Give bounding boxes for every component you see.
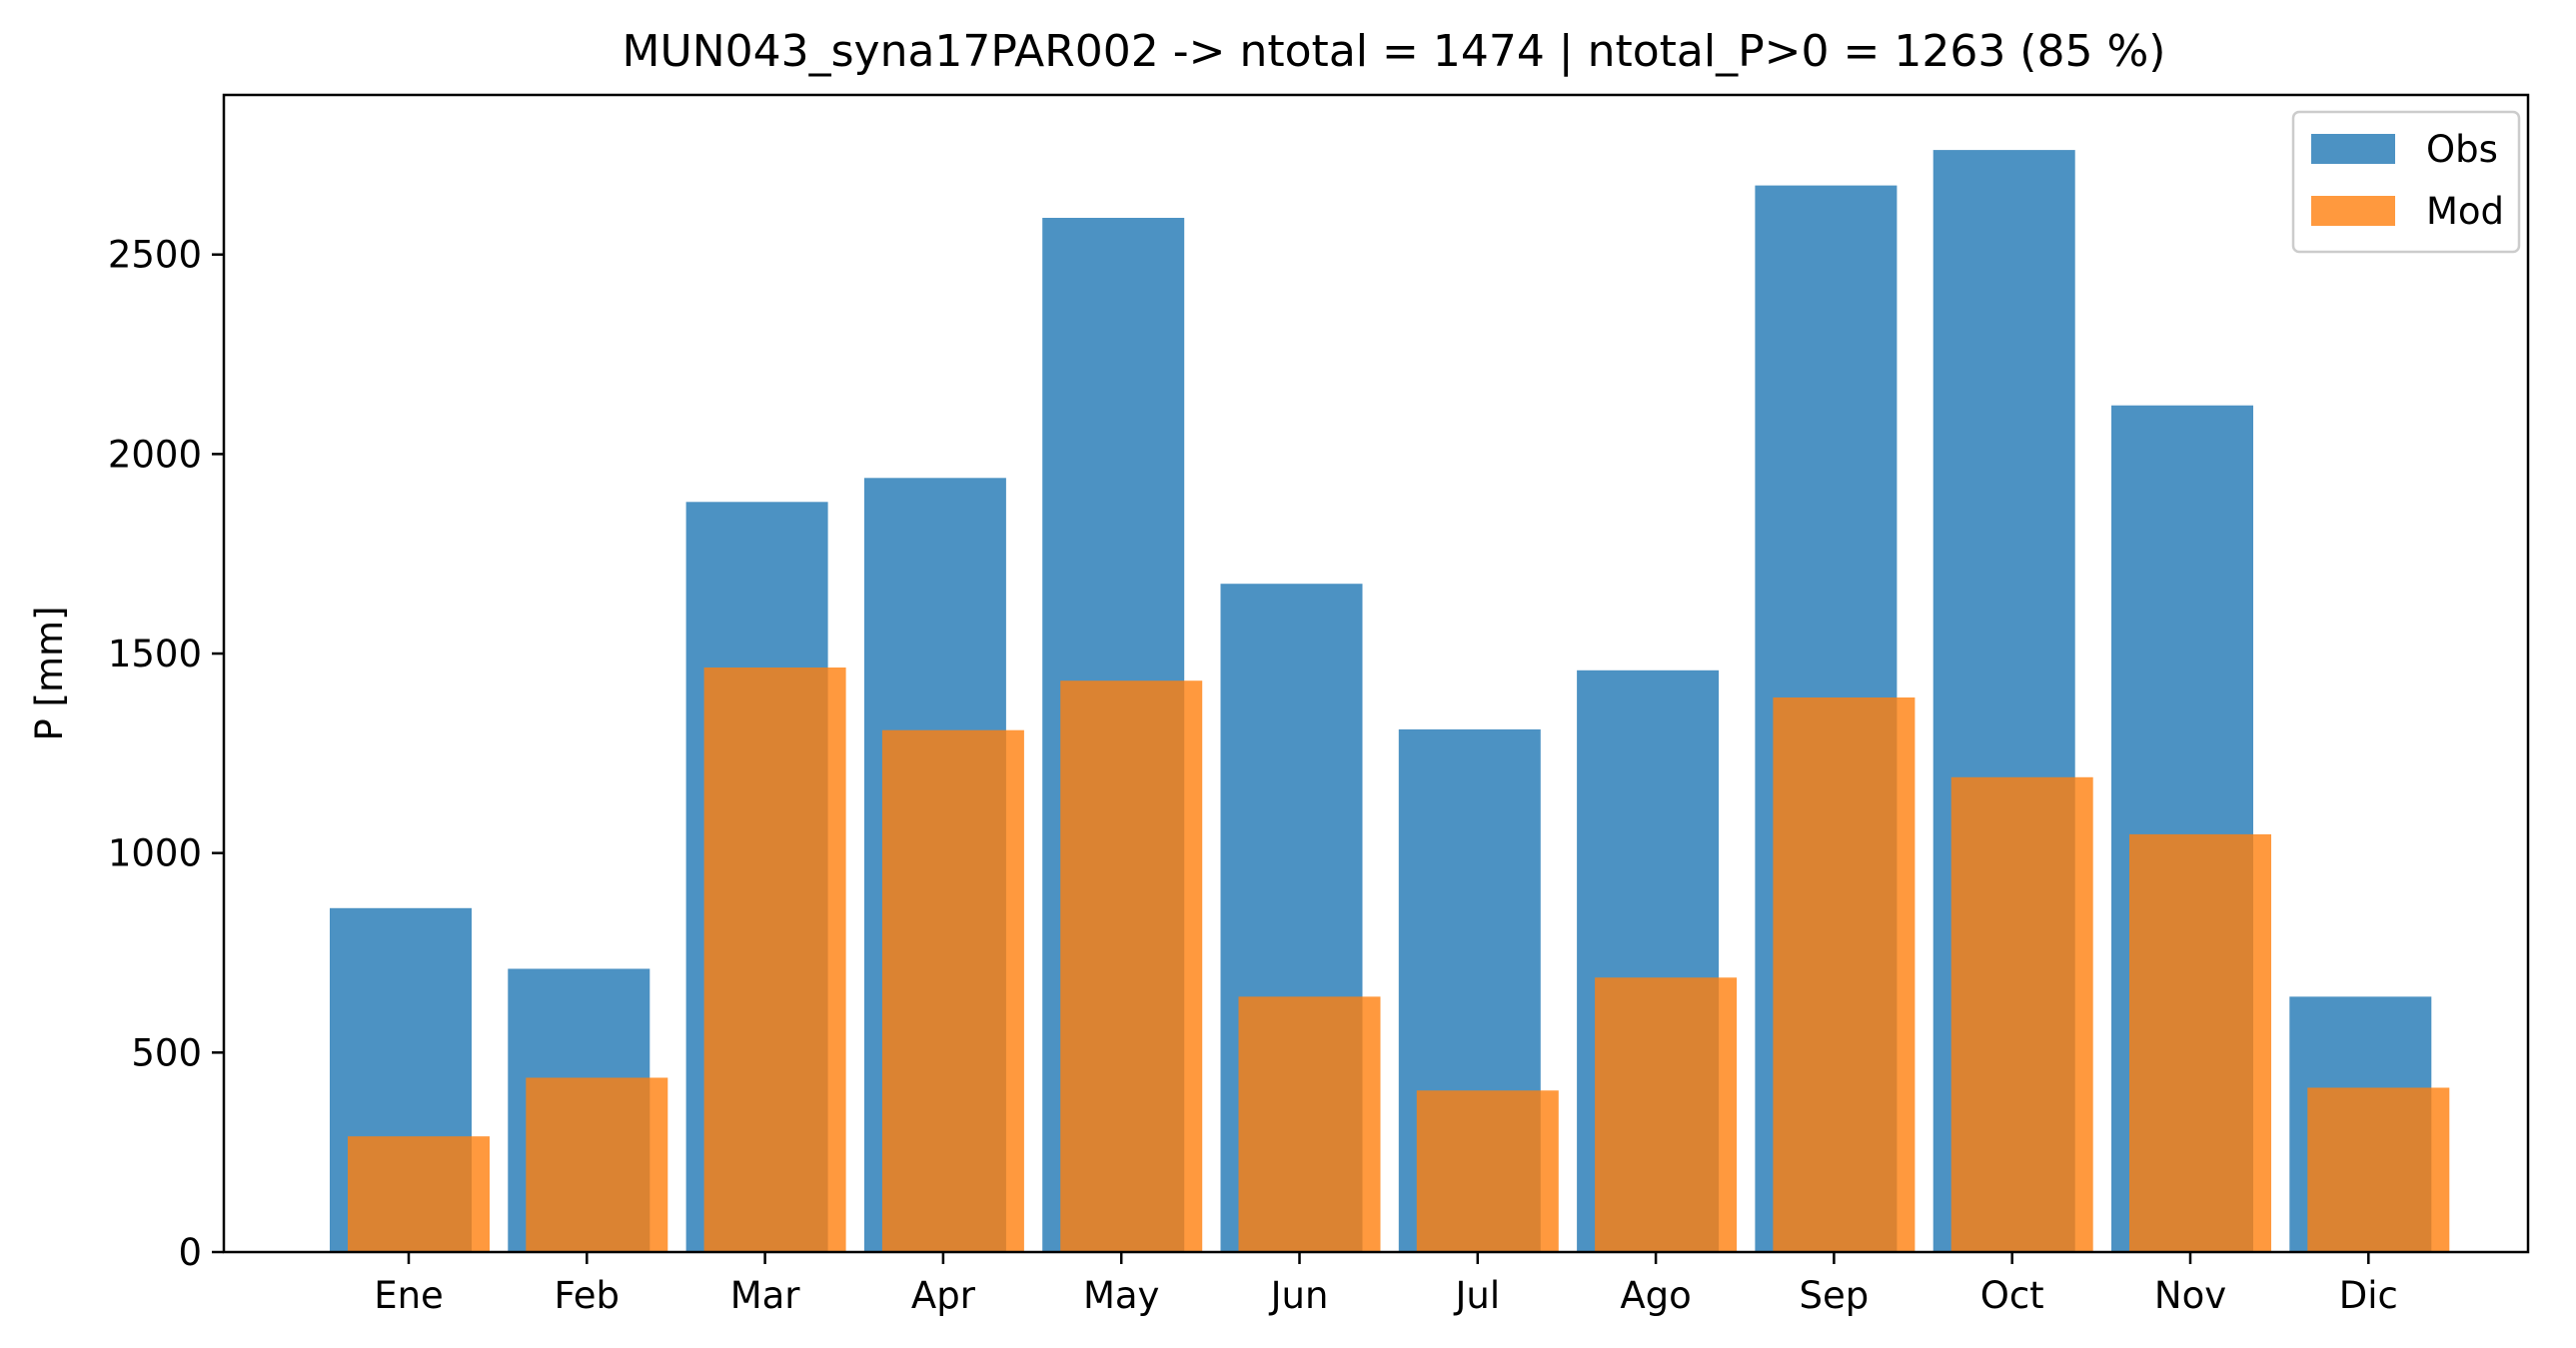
y-axis: 0 500 1000 1500 2000 2500	[108, 234, 224, 1274]
y-tick-label: 0	[178, 1231, 202, 1274]
plot-frame	[222, 93, 2530, 1254]
bar-mod-dic	[2307, 1087, 2450, 1252]
x-tick-label: Oct	[1980, 1274, 2044, 1317]
x-tick-label: Jul	[1453, 1274, 1500, 1317]
y-tick-label: 2500	[108, 234, 202, 277]
chart-title: MUN043_syna17PAR002 -> ntotal = 1474 | n…	[623, 26, 2166, 77]
legend-swatch-obs	[2311, 134, 2395, 164]
legend-swatch-mod	[2311, 196, 2395, 226]
y-axis-label: P [mm]	[28, 606, 71, 740]
y-tick-label: 500	[131, 1031, 202, 1074]
bar-mod-sep	[1773, 697, 1916, 1252]
x-tick-label: Apr	[911, 1274, 976, 1317]
bar-mod-feb	[526, 1077, 668, 1252]
x-tick-label: Feb	[555, 1274, 621, 1317]
y-tick-label: 1000	[108, 832, 202, 875]
x-tick-label: Dic	[2339, 1274, 2398, 1317]
bar-mod-nov	[2129, 833, 2271, 1252]
x-tick-label: Jun	[1269, 1274, 1329, 1317]
x-tick-label: Ago	[1620, 1274, 1691, 1317]
x-tick-label: Mar	[730, 1274, 801, 1317]
x-tick-label: Ene	[374, 1274, 444, 1317]
legend-label-mod: Mod	[2426, 190, 2504, 233]
bar-mod-ene	[348, 1136, 490, 1252]
x-tick-label: Sep	[1800, 1274, 1870, 1317]
bars-group	[330, 150, 2450, 1253]
bar-mod-apr	[881, 729, 1024, 1252]
y-tick-label: 2000	[108, 433, 202, 476]
x-tick-label: Nov	[2154, 1274, 2226, 1317]
bar-mod-mar	[703, 668, 846, 1252]
x-tick-label: May	[1083, 1274, 1160, 1317]
bar-mod-jun	[1238, 996, 1381, 1252]
bar-mod-oct	[1950, 776, 2093, 1252]
bar-mod-jul	[1416, 1090, 1559, 1252]
bar-mod-may	[1060, 680, 1203, 1252]
legend-label-obs: Obs	[2426, 128, 2498, 171]
legend: Obs Mod	[2291, 110, 2521, 254]
x-axis: Ene Feb Mar Apr May Jun Jul Ago Sep Oct Nov Dic	[374, 1252, 2398, 1317]
bar-mod-ago	[1595, 977, 1738, 1252]
y-tick-label: 1500	[108, 633, 202, 675]
